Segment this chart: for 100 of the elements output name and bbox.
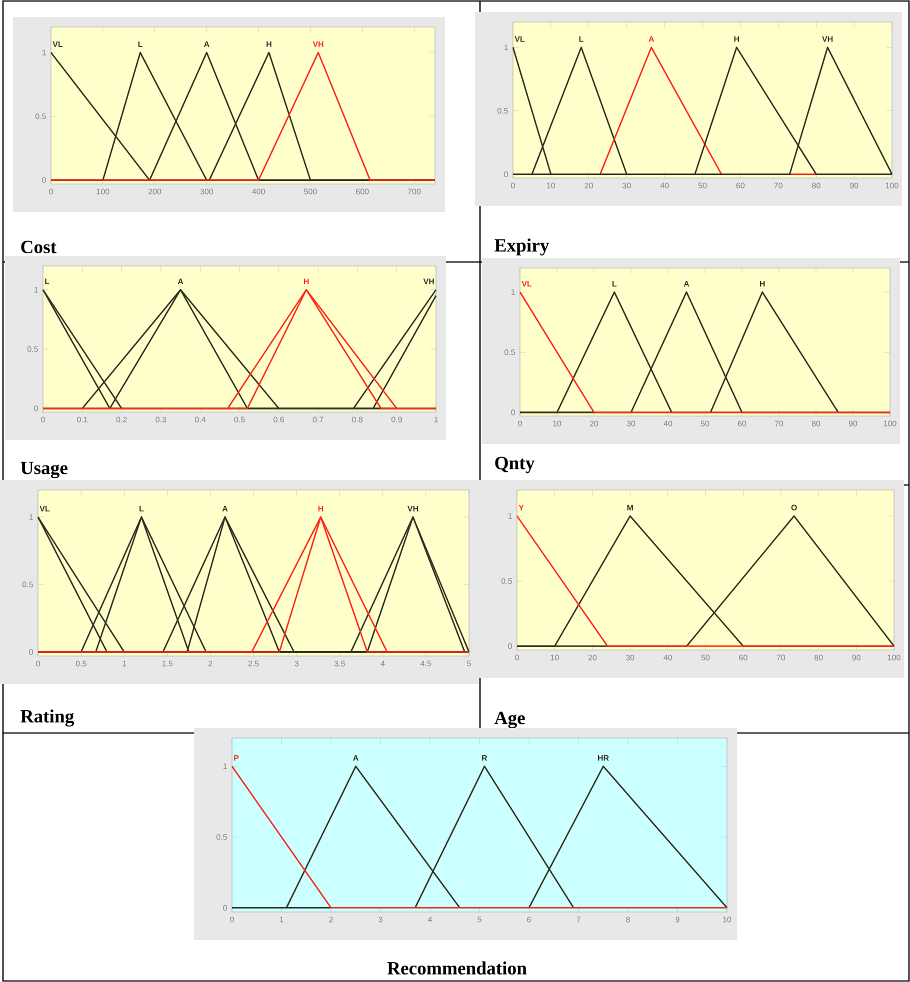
x-tick-label: 60 [736,182,745,188]
series-label: L [579,36,584,42]
series-label: VH [423,278,434,284]
y-tick-label: 0.5 [22,582,33,588]
series-label: M [627,504,633,510]
x-tick-label: 80 [814,654,823,660]
x-tick-label: 30 [622,182,631,188]
x-axis-title: Age [494,712,525,728]
x-tick-label: 30 [626,420,636,426]
y-tick-label: 0 [42,177,46,184]
x-tick-label: 1 [280,916,284,922]
y-tick-label: 1 [29,514,33,520]
x-tick-label: 5 [467,660,471,666]
y-tick-label: 0.5 [501,578,512,584]
x-tick-label: 50 [698,182,707,188]
series-label: HR [598,755,609,761]
x-tick-label: 4.5 [420,660,432,666]
series-label: A [204,41,210,47]
x-axis-title: Usage [20,462,68,478]
x-tick-label: 40 [664,420,672,426]
series-label: L [138,41,142,47]
x-tick-label: 3.5 [334,660,345,666]
x-tick-label: 20 [584,182,593,188]
x-tick-label: 1 [122,660,126,666]
x-tick-label: 2 [208,660,212,666]
x-axis-title: Rating [20,709,74,727]
y-tick-label: 1 [42,50,46,56]
x-tick-label: 0 [49,188,53,194]
x-tick-label: 0.8 [352,416,363,422]
x-tick-label: 100 [886,182,898,188]
x-tick-label: 700 [408,188,421,194]
series-label: VL [52,41,63,47]
series-label: VH [407,506,418,512]
series-label: VL [522,280,532,286]
x-tick-label: 100 [884,420,896,426]
series-label: H [304,278,309,284]
series-label: H [760,280,765,286]
x-tick-label: 1 [434,416,438,422]
x-tick-label: 0.5 [76,660,86,666]
x-tick-label: 10 [553,420,562,426]
x-tick-label: 3 [378,916,382,922]
series-label: A [684,280,690,286]
x-tick-label: 40 [664,654,672,660]
series-label: L [45,278,50,284]
x-tick-label: 0 [518,420,522,426]
series-label: A [648,36,654,42]
series-label: A [222,506,228,512]
series-label: VH [822,36,833,42]
y-tick-label: 1 [508,513,512,519]
series-label: A [178,278,184,284]
series-label: O [791,504,797,510]
x-tick-label: 100 [96,188,110,194]
y-tick-label: 0.5 [497,108,508,114]
x-tick-label: 30 [626,654,634,660]
x-tick-label: 300 [200,188,214,194]
y-tick-label: 0.5 [216,834,227,840]
x-tick-label: 4 [380,660,385,666]
series-label: L [612,280,617,286]
series-label: R [482,755,488,761]
x-tick-label: 2.5 [248,660,259,666]
y-tick-label: 0 [511,410,515,416]
y-tick-label: 0 [29,649,33,655]
x-tick-label: 10 [723,916,732,922]
x-axis-title: Recommendation [387,961,527,975]
x-tick-label: 60 [738,420,746,426]
x-tick-label: 0.4 [194,416,206,422]
x-tick-label: 0.2 [116,416,127,422]
y-tick-label: 0 [508,643,512,649]
x-tick-label: 7 [576,916,580,922]
x-tick-label: 40 [660,182,669,188]
x-tick-label: 70 [774,182,782,188]
x-tick-label: 200 [148,188,162,194]
x-tick-label: 3 [294,660,298,666]
series-label: H [734,36,739,42]
x-axis-title: Cost [21,240,56,254]
x-tick-label: 10 [547,182,556,188]
series-label: H [266,41,272,47]
x-tick-label: 8 [626,916,630,922]
series-label: A [353,755,358,761]
series-label: P [234,755,239,761]
series-label: L [140,506,144,512]
y-tick-label: 1 [34,286,38,292]
y-tick-label: 0 [223,904,227,911]
x-tick-label: 50 [700,420,710,426]
y-tick-label: 0 [504,171,508,178]
x-tick-label: 100 [888,654,900,660]
y-tick-label: 0 [34,406,38,412]
x-tick-label: 70 [776,654,786,660]
x-tick-label: 0.5 [234,416,245,422]
x-tick-label: 80 [812,182,820,188]
y-tick-label: 1 [504,44,508,50]
y-tick-label: 1 [223,764,227,770]
x-tick-label: 90 [850,182,858,188]
x-tick-label: 20 [588,654,597,660]
x-tick-label: 0.7 [312,416,324,422]
x-tick-label: 6 [527,916,531,922]
x-tick-label: 2 [329,916,333,922]
x-tick-label: 5 [478,916,482,922]
x-tick-label: 0.1 [77,416,88,422]
x-tick-label: 0.9 [391,416,402,422]
